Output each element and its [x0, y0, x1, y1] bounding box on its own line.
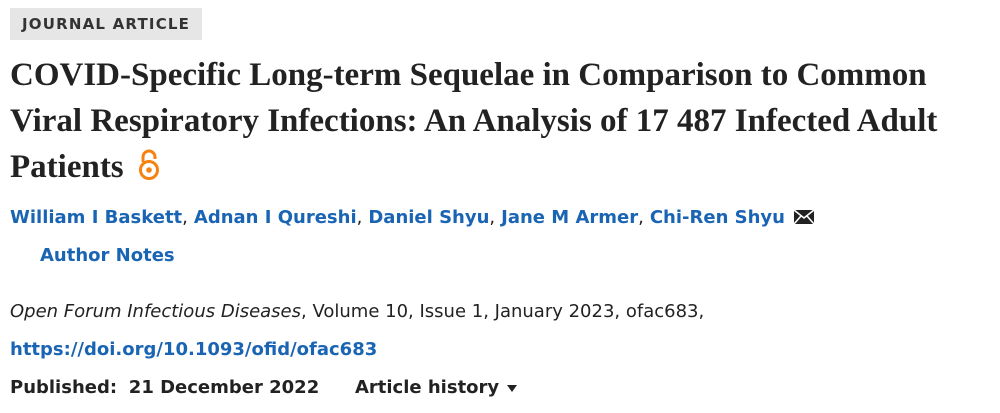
author-name[interactable]: Daniel Shyu: [368, 207, 490, 228]
author-separator: ,: [638, 207, 644, 228]
article-title: COVID-Specific Long-term Sequelae in Com…: [10, 57, 938, 185]
citation-details: , Volume 10, Issue 1, January 2023, ofac…: [301, 301, 705, 322]
journal-name: Open Forum Infectious Diseases: [10, 301, 302, 322]
open-access-icon: [138, 149, 159, 180]
article-history-label: Article history: [354, 377, 500, 398]
author-name[interactable]: Adnan I Qureshi: [193, 207, 357, 228]
citation: Open Forum Infectious Diseases, Volume 1…: [10, 298, 704, 326]
author-name[interactable]: Jane M Armer: [501, 207, 639, 228]
published-label: Published:: [10, 377, 118, 398]
article-type-badge: JOURNAL ARTICLE: [10, 8, 203, 40]
publication-info: Published: 21 December 2022 Article hist…: [10, 374, 519, 402]
author-list: William I Baskett, Adnan I Qureshi, Daniel…: [10, 204, 815, 232]
author-separator: ,: [489, 207, 496, 228]
author-name[interactable]: Chi-Ren Shyu: [649, 207, 785, 228]
author-name[interactable]: William I Baskett: [10, 207, 183, 228]
article-history-toggle[interactable]: Article history: [355, 377, 519, 398]
author-separator: ,: [182, 207, 188, 228]
article-title-block: COVID-Specific Long-term Sequelae in Com…: [10, 52, 995, 190]
author-names: William I Baskett, Adnan I Qureshi, Daniel…: [10, 207, 785, 228]
author-notes-link[interactable]: Author Notes: [40, 245, 175, 266]
dropdown-arrow: [507, 385, 518, 392]
author-separator: ,: [356, 207, 363, 228]
published-date: 21 December 2022: [128, 377, 320, 398]
email-icon[interactable]: [793, 209, 815, 225]
doi-link[interactable]: https://doi.org/10.1093/ofid/ofac683: [10, 339, 378, 360]
